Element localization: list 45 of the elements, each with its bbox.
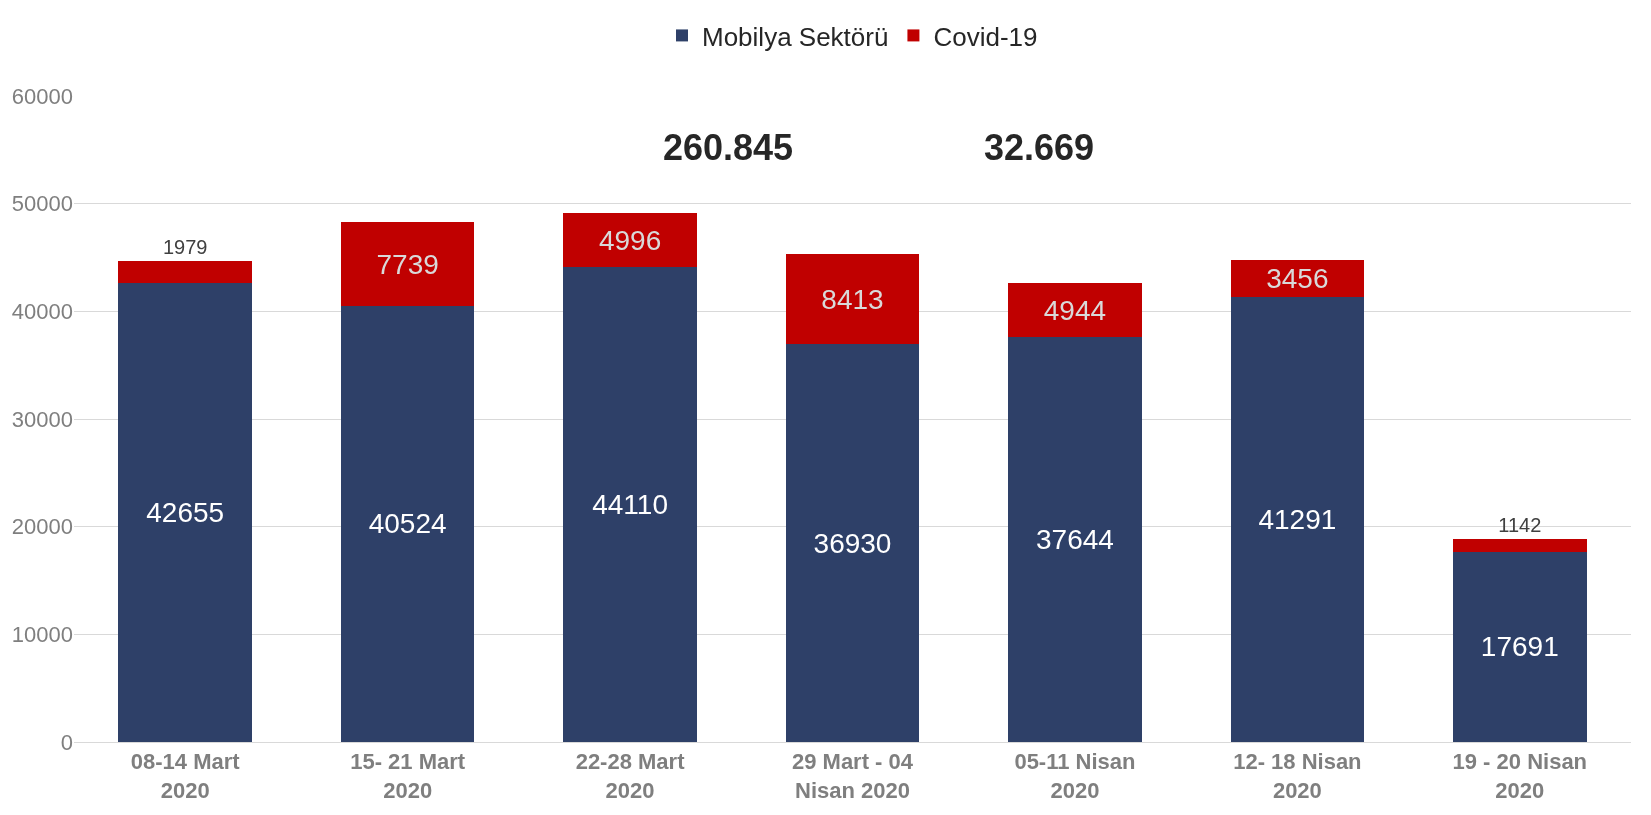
data-label: 1979 [162, 236, 208, 259]
y-tick-label: 20000 [11, 514, 73, 540]
data-label: 3456 [1266, 263, 1329, 295]
bar [1008, 283, 1142, 337]
y-tick-label: 60000 [11, 83, 73, 109]
x-tick-label: 19 - 20 Nisan 2020 [1452, 749, 1588, 803]
bar [1230, 297, 1365, 742]
data-label: 8413 [821, 283, 884, 315]
x-tick-label: 05-11 Nisan 2020 [1014, 749, 1136, 803]
x-tick-label: 08-14 Mart 2020 [130, 749, 241, 803]
data-label: 4996 [598, 224, 662, 256]
annotation: 32.669 [984, 127, 1095, 168]
annotation: 260.845 [663, 127, 794, 168]
legend-label: Mobilya Sektörü [702, 21, 889, 52]
x-tick-label: 29 Mart - 04 Nisan 2020 [791, 749, 914, 803]
x-tick-label: 15- 21 Mart 2020 [350, 749, 466, 803]
y-tick-label: 0 [60, 729, 73, 755]
bar [340, 222, 475, 306]
data-label: 17691 [1480, 631, 1559, 663]
bar [118, 282, 252, 742]
bar [1453, 551, 1587, 742]
bar [1008, 336, 1142, 742]
data-label: 7739 [376, 248, 439, 280]
bar [785, 253, 920, 345]
bar [785, 344, 920, 742]
data-label: 40524 [368, 508, 447, 540]
data-label: 44110 [592, 489, 668, 521]
data-label: 36930 [813, 527, 892, 559]
y-tick-label: 40000 [11, 299, 73, 325]
y-tick-label: 50000 [11, 191, 73, 217]
bar [118, 261, 252, 283]
data-label: 37644 [1035, 523, 1114, 555]
y-tick-label: 30000 [11, 406, 73, 432]
bar [340, 305, 475, 742]
data-label: 42655 [146, 496, 225, 528]
data-label: 41291 [1258, 504, 1337, 536]
bar [1453, 539, 1587, 552]
data-label: 1142 [1498, 514, 1542, 537]
legend-label: Covid-19 [933, 21, 1038, 52]
bar [563, 267, 697, 742]
bar [563, 213, 697, 268]
data-label: 4944 [1043, 294, 1107, 326]
x-tick-label: 12- 18 Nisan 2020 [1233, 749, 1362, 803]
y-tick-label: 10000 [11, 622, 73, 648]
x-tick-label: 22-28 Mart 2020 [575, 749, 686, 803]
